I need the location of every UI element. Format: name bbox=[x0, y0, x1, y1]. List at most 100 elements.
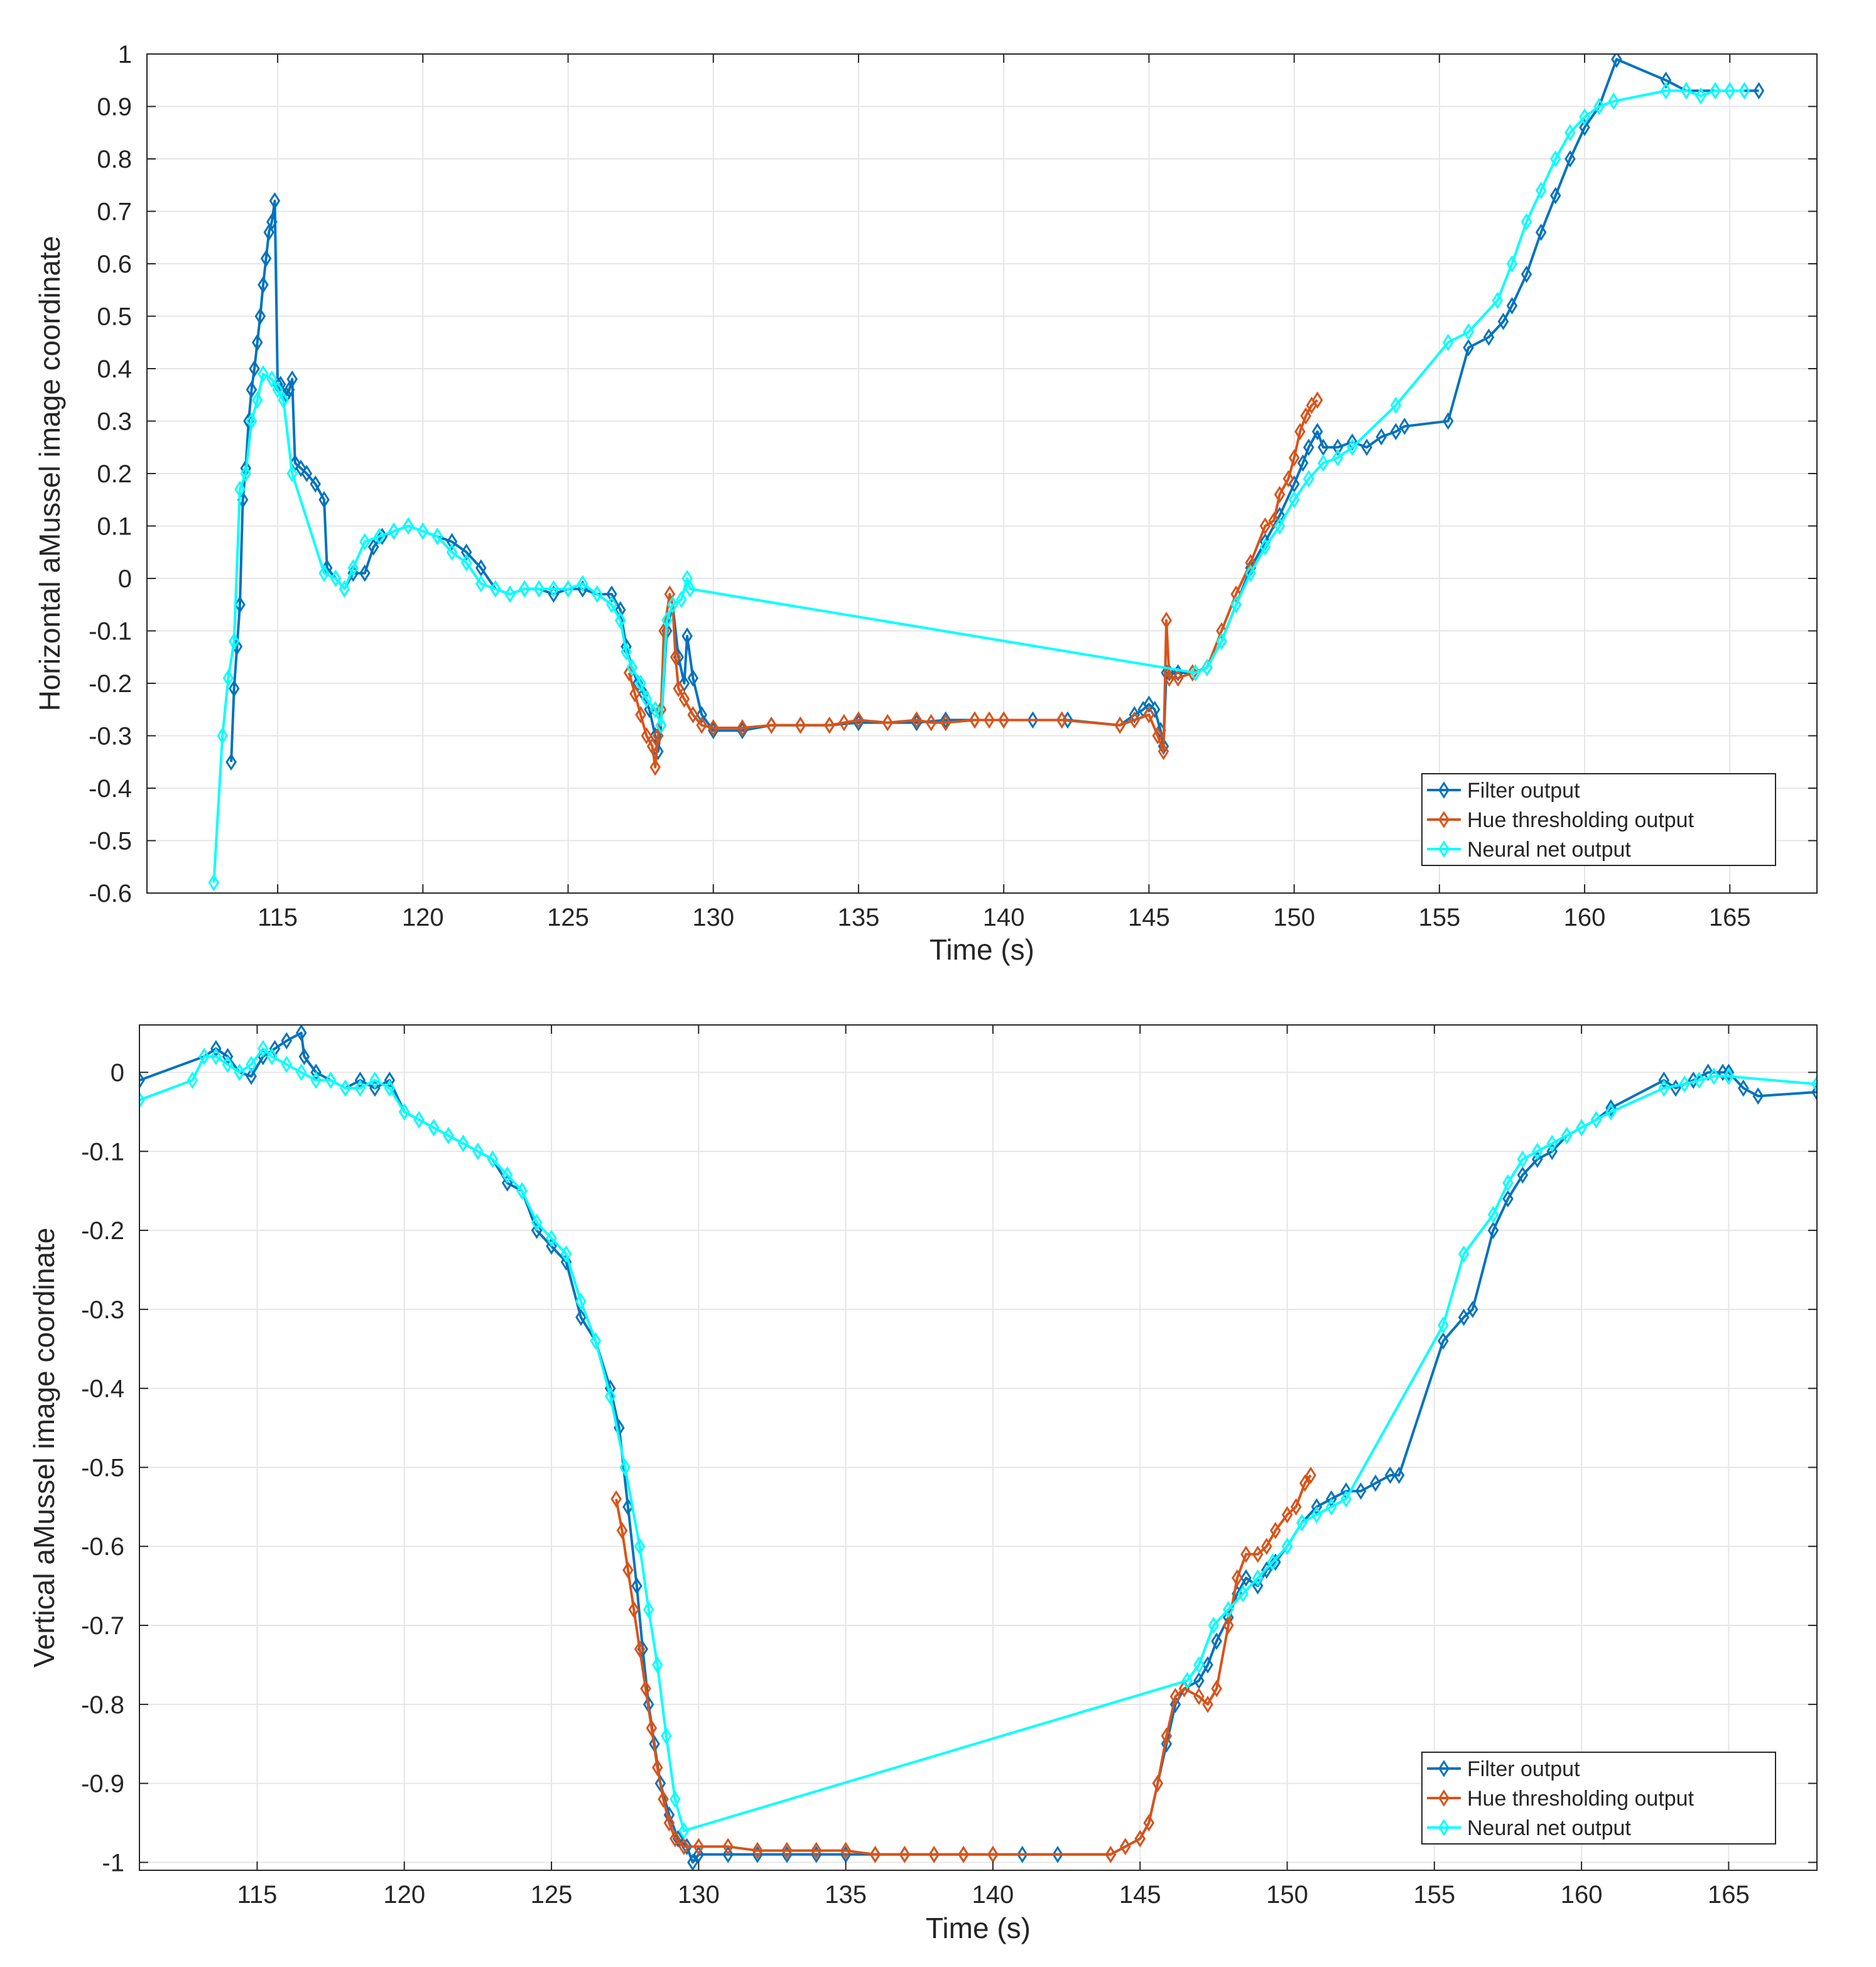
data-point bbox=[446, 543, 458, 561]
data-point bbox=[651, 1758, 663, 1777]
data-point bbox=[1230, 595, 1242, 614]
data-point bbox=[591, 585, 603, 603]
data-point bbox=[487, 1151, 499, 1168]
data-point bbox=[1303, 470, 1315, 488]
y-tick-label: -0.4 bbox=[89, 775, 132, 803]
data-point bbox=[217, 727, 229, 745]
data-point bbox=[687, 1853, 698, 1870]
data-point bbox=[1163, 669, 1175, 687]
data-point bbox=[781, 1841, 793, 1860]
data-point bbox=[222, 669, 234, 687]
data-point bbox=[670, 648, 681, 666]
data-point bbox=[661, 612, 673, 629]
data-point bbox=[1438, 1316, 1449, 1334]
data-point bbox=[693, 1838, 705, 1856]
data-point bbox=[1679, 1075, 1690, 1093]
data-point bbox=[1158, 742, 1169, 761]
data-point bbox=[575, 1308, 587, 1326]
data-point bbox=[1161, 1735, 1173, 1753]
data-point bbox=[295, 1025, 307, 1042]
y-tick-label: -0.5 bbox=[89, 828, 132, 855]
data-point bbox=[460, 554, 472, 572]
data-point bbox=[838, 713, 850, 732]
data-point bbox=[693, 1846, 705, 1863]
data-point bbox=[286, 465, 298, 482]
data-point bbox=[1261, 1561, 1272, 1579]
data-point bbox=[678, 675, 690, 692]
data-point bbox=[634, 1537, 646, 1556]
data-point bbox=[678, 1838, 690, 1856]
x-tick-label: 125 bbox=[531, 1881, 573, 1909]
y-tick-label: 0 bbox=[118, 565, 132, 593]
data-point bbox=[347, 559, 359, 577]
x-tick-label: 115 bbox=[237, 1881, 278, 1909]
data-point bbox=[634, 1640, 646, 1658]
y-tick-label: -0.1 bbox=[81, 1138, 124, 1166]
data-point bbox=[417, 523, 429, 540]
legend-label: Hue thresholding output bbox=[1467, 1787, 1694, 1811]
data-point bbox=[984, 711, 995, 729]
data-point bbox=[1281, 1537, 1293, 1556]
data-point bbox=[1593, 97, 1605, 116]
data-point bbox=[635, 706, 646, 723]
data-point bbox=[969, 711, 980, 729]
data-point bbox=[1347, 433, 1358, 451]
data-point bbox=[310, 1071, 322, 1089]
data-point bbox=[531, 1213, 543, 1232]
data-point bbox=[614, 601, 626, 619]
data-point bbox=[246, 412, 258, 430]
data-point bbox=[1681, 82, 1692, 100]
data-point bbox=[234, 1063, 246, 1081]
data-point bbox=[1193, 1656, 1205, 1674]
data-point bbox=[1270, 1522, 1281, 1539]
data-point bbox=[1550, 150, 1561, 168]
vertical-coordinate-chart: 115 120 125 130 135 140 145 150 155 160 165 -1 -0.9 -… bbox=[28, 1024, 1818, 1944]
data-point bbox=[649, 758, 661, 776]
data-point bbox=[899, 1846, 911, 1863]
data-point bbox=[457, 1134, 469, 1152]
y-tick-label: -1 bbox=[102, 1849, 124, 1877]
y-tick-label: -0.9 bbox=[81, 1770, 124, 1798]
axes-box bbox=[139, 1024, 1818, 1871]
data-point bbox=[928, 1846, 940, 1863]
data-point bbox=[519, 580, 530, 598]
y-tick-label: -0.4 bbox=[81, 1375, 124, 1403]
data-point bbox=[629, 685, 641, 703]
data-point bbox=[1487, 1222, 1499, 1239]
data-point bbox=[687, 669, 699, 687]
x-tick-label: 125 bbox=[547, 904, 589, 931]
data-point bbox=[272, 381, 283, 399]
data-point bbox=[490, 580, 501, 598]
data-point bbox=[1143, 695, 1155, 713]
data-point bbox=[295, 459, 306, 477]
data-point bbox=[1564, 124, 1576, 142]
data-point bbox=[1129, 711, 1141, 729]
data-point bbox=[667, 595, 678, 614]
data-point bbox=[384, 1079, 396, 1097]
legend-marker bbox=[1438, 811, 1450, 828]
legend-label: Neural net output bbox=[1467, 1816, 1631, 1840]
x-tick-label: 150 bbox=[1273, 904, 1315, 931]
y-tick-label: -0.2 bbox=[81, 1217, 124, 1245]
x-tick-label: 160 bbox=[1561, 1881, 1603, 1909]
y-tick-label: 0 bbox=[111, 1059, 124, 1086]
legend-marker bbox=[1438, 781, 1450, 799]
y-tick-label: -0.1 bbox=[89, 618, 132, 646]
data-point bbox=[678, 690, 690, 708]
y-tick-label: -0.2 bbox=[89, 670, 132, 698]
data-point bbox=[752, 1841, 763, 1860]
data-point bbox=[330, 570, 342, 587]
x-tick-label: 145 bbox=[1128, 904, 1170, 931]
data-point bbox=[1463, 339, 1474, 357]
data-point bbox=[1521, 265, 1532, 283]
data-point bbox=[1723, 1063, 1735, 1081]
x-axis-label: Time (s) bbox=[926, 1912, 1031, 1944]
data-point bbox=[1208, 1617, 1220, 1634]
data-point bbox=[225, 753, 237, 771]
series-neural-net-output bbox=[139, 1039, 1817, 1840]
data-point bbox=[501, 1166, 513, 1184]
data-point bbox=[681, 1838, 693, 1856]
data-point bbox=[446, 533, 458, 551]
series-line bbox=[212, 89, 1745, 883]
y-axis-label: Vertical aMussel image coordinate bbox=[28, 1228, 60, 1668]
